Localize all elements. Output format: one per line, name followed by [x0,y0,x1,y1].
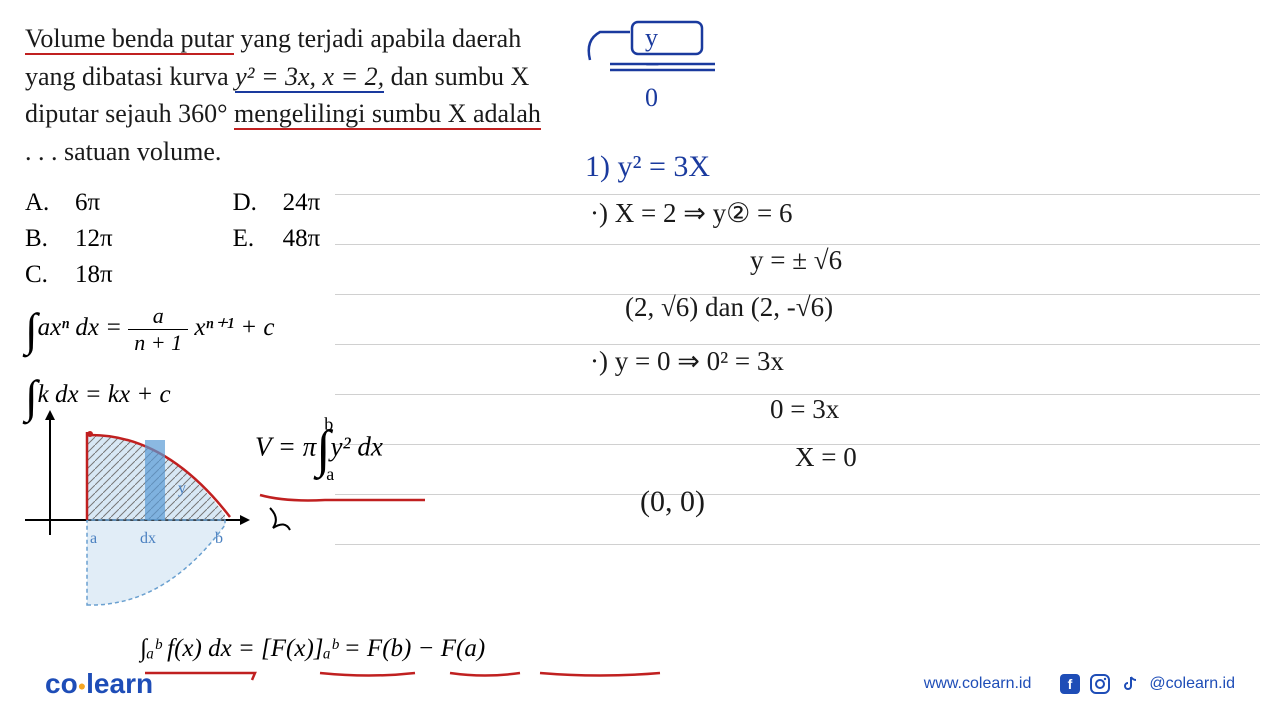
option-a-label: A. [25,189,55,217]
volume-v-eq: V = π [255,432,316,462]
question-line3-b: mengelilingi sumbu X adalah [234,99,541,130]
ftc-formula: ∫ₐᵇ f(x) dx = [F(x)]ₐᵇ = F(b) − F(a) [140,635,485,663]
volume-integrand: y² dx [331,432,383,462]
option-b-label: B. [25,225,55,253]
question-line4: . . . satuan volume. [25,137,221,166]
option-e-value: 48π [283,225,321,253]
graph-label-a: a [90,530,97,547]
annotation-y0-text: y = 0 [645,23,660,113]
ftc-text: ∫ₐᵇ f(x) dx = [F(x)]ₐᵇ = F(b) − F(a) [140,635,485,662]
volume-limit-a: a [326,464,334,485]
option-a-value: 6π [75,189,100,217]
colearn-logo: co●learn [45,668,153,700]
question-line3-a: diputar sejauh 360° [25,99,234,128]
option-d-value: 24π [283,189,321,217]
tiktok-icon [1119,673,1141,695]
handwriting-step2-a: ·) y = 0 ⇒ 0² = 3x [590,346,784,377]
svg-text:f: f [1068,676,1073,692]
facebook-icon: f [1059,673,1081,695]
question-text: Volume benda putar yang terjadi apabila … [25,20,615,171]
volume-formula: V = π∫bay² dx [255,420,383,479]
handwriting-step1-a: ·) X = 2 ⇒ y② = 6 [590,198,793,229]
volume-graph: a dx b y [15,405,255,645]
footer: co●learn www.colearn.id f @colearn.id [0,668,1280,700]
question-line2-a: yang dibatasi kurva [25,62,235,91]
formula1-lhs: axⁿ dx = [38,314,129,341]
graph-label-dx: dx [140,530,156,547]
handwriting-step1-header: 1) y² = 3X [585,150,710,184]
footer-right: www.colearn.id f @colearn.id [924,673,1235,695]
social-icons: f @colearn.id [1059,673,1235,695]
option-c-label: C. [25,261,55,289]
question-line2-b: dan sumbu X [384,62,529,91]
formula1-rhs: xⁿ⁺¹ + c [188,314,274,341]
logo-co: co [45,668,78,699]
handwriting-step2-b: 0 = 3x [770,394,839,425]
logo-learn: learn [86,668,153,699]
volume-limit-b: b [324,414,333,435]
handwriting-step1-b: y = ± √6 [750,245,842,276]
handwriting-step2-d: (0, 0) [640,485,705,519]
formula1-denominator: n + 1 [128,330,188,356]
handwriting-step2-c: X = 0 [795,442,857,473]
option-b-value: 12π [75,225,113,253]
formula2-text: k dx = kx + c [38,381,171,408]
red-annotation-curve [255,490,435,535]
formula1-numerator: a [128,303,188,330]
logo-dot-icon: ● [78,678,86,694]
question-line1-underlined: Volume benda putar [25,24,234,55]
option-d-label: D. [233,189,263,217]
question-line1-rest: yang terjadi apabila daerah [234,24,521,53]
handwriting-step1-c: (2, √6) dan (2, -√6) [625,292,833,323]
option-c-value: 18π [75,261,113,289]
option-e-label: E. [233,225,263,253]
instagram-icon [1089,673,1111,695]
footer-url: www.colearn.id [924,675,1032,693]
question-equation: y² = 3x, x = 2, [235,62,384,93]
footer-handle: @colearn.id [1149,675,1235,693]
graph-label-b: b [215,530,223,547]
graph-label-y: y [178,480,186,497]
